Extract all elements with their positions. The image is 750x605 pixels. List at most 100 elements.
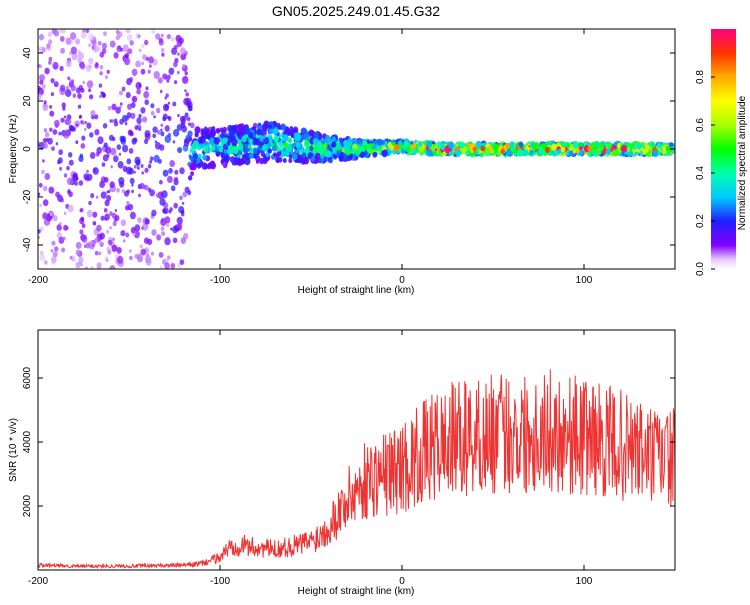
spectrogram-cell — [666, 150, 671, 157]
spectrogram-cell — [455, 149, 462, 157]
spectrogram-cell — [310, 156, 316, 162]
spectrogram-cell — [90, 266, 94, 269]
spectrogram-cell — [294, 133, 301, 142]
spectrogram-cell — [41, 169, 45, 175]
colorbar-label: Normalized spectral amplitude — [737, 95, 748, 230]
figure-title: GN05.2025.249.01.45.G32 — [272, 3, 440, 19]
spectrogram-cell — [68, 79, 73, 83]
spectrogram-cell — [63, 173, 68, 178]
spectrogram-cell — [254, 138, 261, 146]
spectrogram-cell — [150, 103, 155, 109]
x-tick-label: 0 — [399, 576, 405, 587]
spectrogram-cell — [261, 124, 268, 132]
spectrogram-cell — [256, 128, 262, 136]
spectrogram-cell — [410, 140, 414, 145]
spectrogram-cell — [81, 235, 88, 243]
spectrogram-cell — [80, 31, 87, 39]
spectrogram-cell — [106, 194, 112, 202]
spectrogram-cell — [517, 148, 524, 157]
spectrogram-cell — [127, 103, 133, 110]
spectrogram-cell — [120, 219, 127, 227]
spectrogram-cell — [160, 33, 164, 37]
spectrogram-cell — [493, 143, 499, 150]
spectrogram-cell — [184, 89, 187, 93]
spectrogram-cell — [180, 211, 185, 217]
spectrogram-cell — [63, 115, 67, 119]
spectrogram-cell — [360, 151, 365, 158]
spectrogram-cell — [95, 195, 99, 199]
spectrogram-cell — [109, 181, 115, 188]
spectrogram-cell — [65, 89, 72, 97]
spectrogram-cell — [280, 123, 287, 131]
spectrogram-cell — [178, 206, 185, 214]
spectrogram-cell — [42, 103, 49, 112]
spectrogram-cell — [140, 164, 144, 168]
spectrogram-cell — [652, 149, 659, 158]
spectrogram-cell — [172, 237, 178, 244]
spectrogram-cell — [59, 65, 64, 72]
spectrogram-cell — [49, 105, 53, 109]
spectrogram-cell — [196, 162, 202, 169]
spectrogram-cell — [426, 140, 432, 148]
spectrogram-cell — [67, 190, 71, 194]
spectrogram-cell — [77, 57, 82, 64]
spectrogram-cell — [114, 118, 118, 123]
spectrogram-cell — [372, 144, 377, 150]
snr-x-label: Height of straight line (km) — [298, 586, 415, 597]
spectrogram-cell — [42, 159, 45, 163]
spectrogram-cell — [185, 97, 192, 106]
spectrogram-cell — [97, 136, 104, 145]
spectrogram-cell — [42, 137, 48, 144]
spectrogram-cell — [313, 131, 319, 139]
spectrogram-cell — [138, 113, 142, 118]
spectrogram-cell — [376, 138, 383, 146]
spectrogram-cell — [68, 159, 74, 166]
spectrogram-cell — [72, 93, 77, 98]
spectrogram-cell — [38, 85, 41, 91]
spectrogram-cell — [476, 150, 480, 155]
spectrogram-cell — [277, 124, 281, 129]
spectrogram-cell — [79, 207, 84, 213]
spectrogram-cell — [529, 149, 534, 155]
spectrogram-cell — [164, 237, 171, 246]
spectrogram-cell — [268, 136, 273, 141]
spectrogram-cell — [75, 38, 81, 45]
spectrogram-cell — [112, 136, 116, 142]
spectrogram-cell — [155, 193, 160, 198]
spectrogram-cell — [154, 142, 161, 150]
spectrogram-cell — [227, 147, 234, 155]
spectrogram-cell — [114, 215, 120, 221]
spectrogram-cell — [128, 167, 134, 175]
spectrogram-cell — [48, 186, 55, 194]
spectrogram-cell — [209, 160, 216, 168]
spectrogram-cell — [113, 155, 119, 163]
spectrogram-cell — [193, 159, 197, 164]
spectrogram-cell — [153, 115, 156, 119]
spectrogram-cell — [124, 52, 130, 59]
spectrogram-cell — [273, 152, 277, 158]
spectrogram-cell — [138, 193, 141, 198]
spectrogram-cell — [188, 122, 191, 126]
spectrogram-cell — [314, 152, 321, 160]
spectrogram-cell — [144, 167, 149, 173]
spectrogram-cell — [117, 255, 124, 264]
spectrogram-cell — [301, 147, 305, 152]
spectrogram-cell — [96, 224, 102, 232]
spectrogram-cell — [121, 189, 125, 194]
spectrogram-cell — [417, 141, 423, 148]
spectrogram-cell — [560, 146, 566, 153]
spectrogram-cell — [234, 158, 240, 166]
spectrogram-cell — [43, 128, 48, 133]
spectrogram-cell — [153, 154, 160, 163]
spectrogram-cell — [181, 125, 188, 133]
spectrogram-cell — [475, 141, 483, 149]
spectrogram-cell — [116, 144, 122, 151]
x-tick-label: 100 — [576, 576, 593, 587]
spectrogram-cell — [124, 122, 128, 126]
spectrogram-cell — [247, 132, 254, 139]
spectrogram-cell — [80, 143, 86, 149]
spectrogram-cell — [262, 136, 269, 145]
spectrogram-cell — [276, 146, 281, 152]
spectrogram-cell — [172, 101, 177, 107]
spectrogram-cell — [575, 147, 580, 154]
